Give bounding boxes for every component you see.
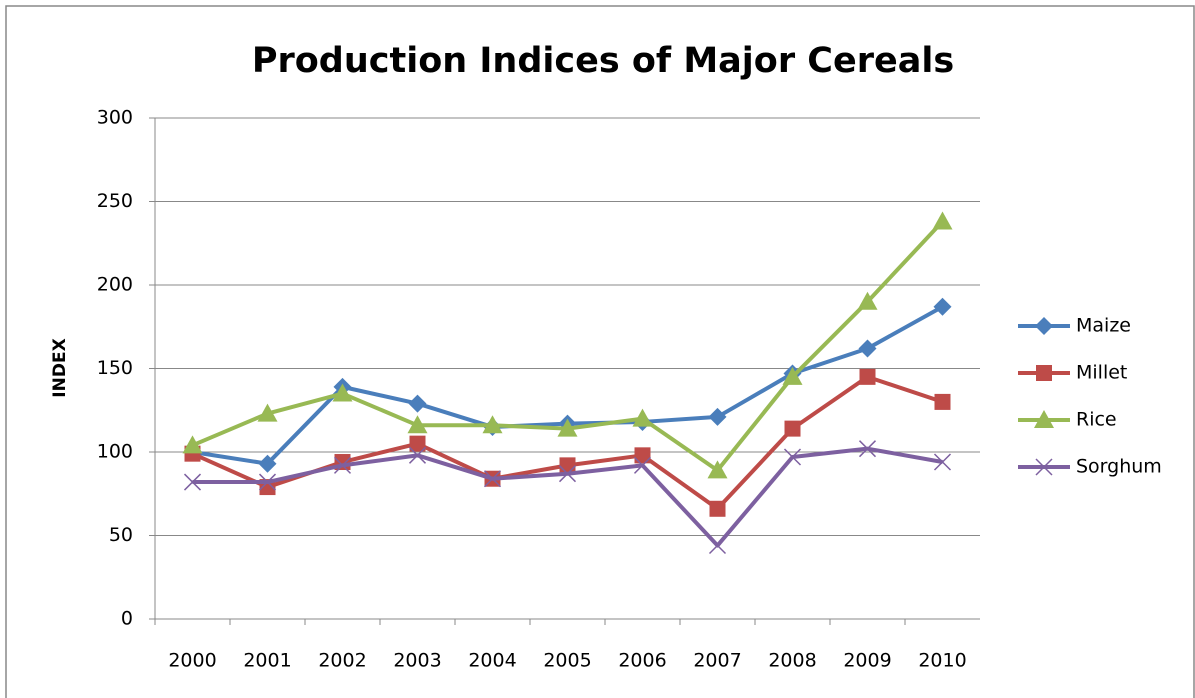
marker [858, 339, 877, 358]
x-tick-label: 2002 [318, 650, 366, 672]
marker [1035, 317, 1053, 335]
x-tick-label: 2009 [843, 650, 891, 672]
legend-label: Rice [1076, 409, 1117, 431]
x-tick-label: 2004 [468, 650, 516, 672]
marker [407, 415, 428, 434]
marker [408, 446, 427, 464]
marker [1036, 365, 1052, 381]
chart-border [5, 5, 1195, 698]
marker [709, 500, 726, 517]
legend-label: Millet [1076, 362, 1127, 384]
y-tick-label: 100 [97, 441, 133, 463]
marker [633, 456, 652, 474]
marker [933, 453, 952, 471]
marker [1035, 458, 1053, 476]
marker [632, 408, 653, 427]
marker [783, 448, 802, 466]
x-tick-label: 2000 [168, 650, 216, 672]
y-tick-label: 150 [97, 357, 133, 379]
marker [557, 418, 578, 437]
marker [333, 456, 352, 474]
marker [183, 473, 202, 491]
y-tick-label: 300 [97, 107, 133, 129]
x-tick-label: 2007 [693, 650, 741, 672]
y-axis-label: INDEX [50, 338, 70, 397]
x-tick-label: 2006 [618, 650, 666, 672]
marker [482, 415, 503, 434]
x-tick-label: 2003 [393, 650, 441, 672]
x-tick-label: 2010 [918, 650, 966, 672]
y-tick-label: 250 [97, 190, 133, 212]
marker [182, 435, 203, 454]
marker [332, 383, 353, 402]
marker [258, 454, 277, 473]
y-tick-label: 200 [97, 274, 133, 296]
marker [258, 473, 277, 491]
marker [782, 366, 803, 385]
y-tick-label: 0 [121, 608, 133, 630]
x-tick-label: 2005 [543, 650, 591, 672]
legend-label: Maize [1076, 315, 1131, 337]
marker [409, 435, 426, 452]
marker [1034, 410, 1054, 428]
marker [708, 536, 727, 555]
x-tick-label: 2008 [768, 650, 816, 672]
marker [707, 460, 728, 479]
marker [408, 394, 427, 413]
marker [934, 393, 951, 410]
marker [857, 291, 878, 310]
chart-title: Production Indices of Major Cereals [252, 41, 954, 81]
marker [559, 457, 576, 474]
y-tick-label: 50 [109, 524, 133, 546]
marker [483, 470, 502, 488]
marker [634, 447, 651, 464]
marker [933, 297, 952, 316]
marker [858, 440, 877, 458]
x-tick-label: 2001 [243, 650, 291, 672]
marker [558, 465, 577, 483]
marker [932, 211, 953, 230]
marker [708, 407, 727, 426]
marker [859, 368, 876, 385]
marker [257, 403, 278, 422]
marker [784, 420, 801, 437]
legend-label: Sorghum [1076, 456, 1162, 478]
